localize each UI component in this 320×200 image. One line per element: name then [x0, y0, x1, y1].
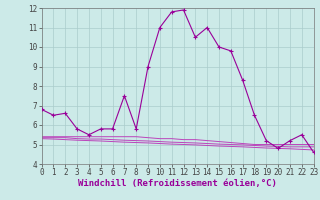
X-axis label: Windchill (Refroidissement éolien,°C): Windchill (Refroidissement éolien,°C): [78, 179, 277, 188]
